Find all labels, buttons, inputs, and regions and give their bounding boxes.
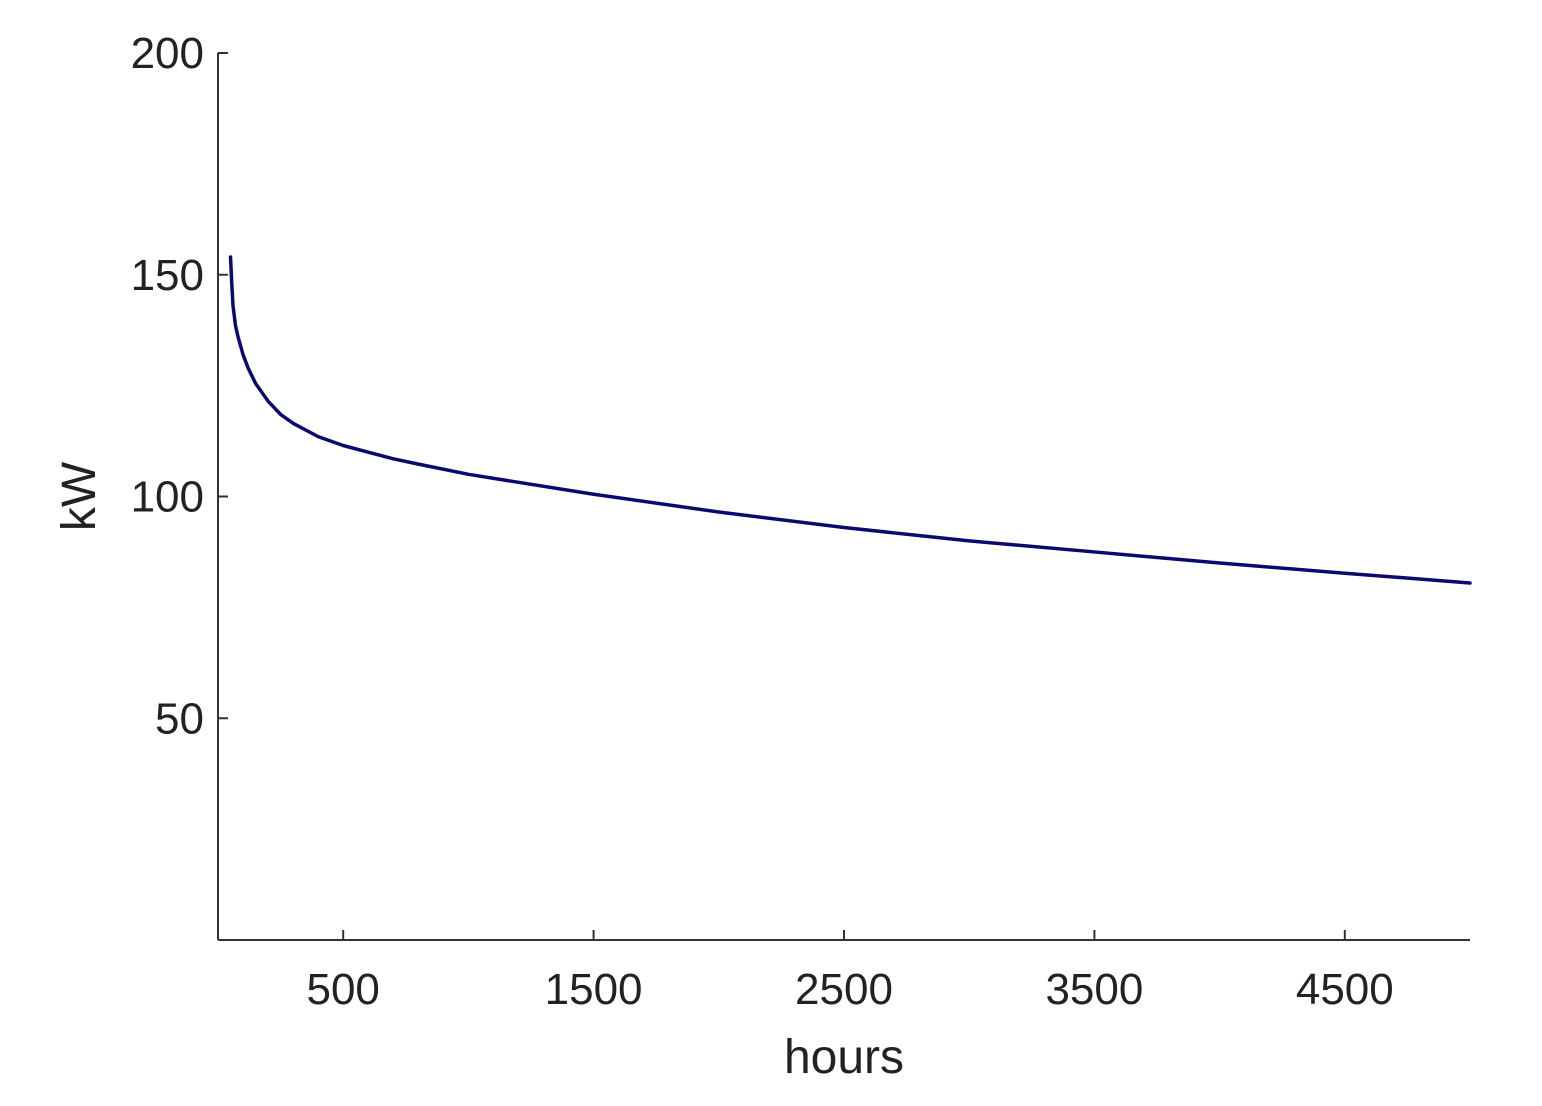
x-axis: 500 1500 2500 3500 4500	[218, 930, 1470, 1014]
series-line	[228, 255, 1472, 585]
y-tick-label: 100	[131, 473, 204, 522]
x-tick-label: 3500	[1045, 965, 1143, 1014]
x-axis-label: hours	[784, 1031, 904, 1084]
y-tick-label: 150	[131, 251, 204, 300]
x-tick-label: 2500	[795, 965, 893, 1014]
x-tick-label: 1500	[545, 965, 643, 1014]
y-tick-label: 50	[155, 694, 204, 743]
series-layer	[228, 255, 1472, 585]
x-tick-label: 4500	[1296, 965, 1394, 1014]
y-axis: 50 100 150 200	[131, 29, 228, 940]
x-tick-label: 500	[306, 965, 379, 1014]
y-axis-label: kW	[53, 461, 106, 531]
y-tick-label: 200	[131, 29, 204, 78]
